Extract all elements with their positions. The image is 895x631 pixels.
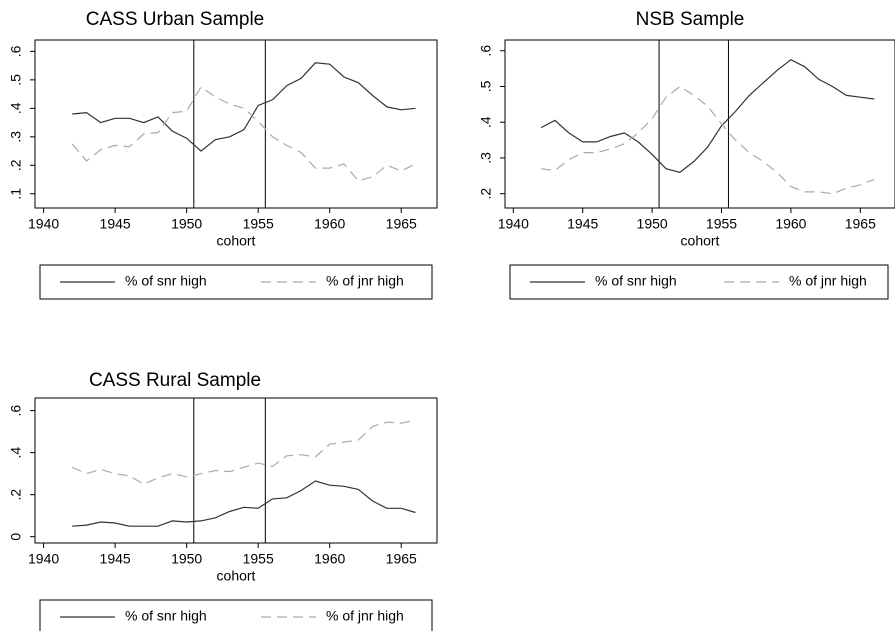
y-tick-label: .6 [478,45,494,57]
legend-label: % of snr high [125,608,207,624]
legend-label: % of jnr high [326,273,404,289]
y-tick-label: .1 [8,188,24,200]
legend-label: % of jnr high [326,608,404,624]
y-tick-label: .2 [8,159,24,171]
y-tick-label: .3 [478,152,494,164]
x-axis-label: cohort [217,233,256,249]
x-tick-label: 1965 [845,216,876,232]
chart-title: CASS Urban Sample [86,9,264,30]
x-axis-label: cohort [681,233,720,249]
x-tick-label: 1955 [243,551,274,567]
y-tick-label: .5 [8,74,24,86]
legend-label: % of snr high [595,273,677,289]
x-tick-label: 1955 [243,216,274,232]
y-tick-label: .5 [478,80,494,92]
legend-frame [39,264,433,300]
x-tick-label: 1960 [314,551,345,567]
x-tick-label: 1950 [171,216,202,232]
x-tick-label: 1950 [637,216,668,232]
series-line [71,86,416,182]
y-tick-label: .4 [478,116,494,128]
x-tick-label: 1940 [28,551,59,567]
x-axis-label: cohort [217,568,256,584]
y-tick-label: .6 [8,405,24,417]
plot-frame [34,39,438,209]
series-line [72,62,416,152]
chart-title: NSB Sample [636,9,745,30]
y-tick-label: .3 [8,131,24,143]
series-line [72,480,416,527]
x-tick-label: 1940 [28,216,59,232]
x-tick-label: 1940 [498,216,529,232]
series-line [540,58,875,173]
x-tick-label: 1950 [171,551,202,567]
legend-label: % of snr high [125,273,207,289]
x-tick-label: 1945 [567,216,598,232]
x-tick-label: 1945 [100,216,131,232]
y-tick-label: .2 [8,489,24,501]
x-tick-label: 1960 [314,216,345,232]
series-line [71,419,416,485]
plot-frame [34,397,438,544]
y-tick-label: 0 [8,533,24,541]
y-tick-label: .6 [8,45,24,57]
legend-frame [39,599,433,631]
chart-title: CASS Rural Sample [89,370,261,391]
series-line [541,85,875,195]
y-tick-label: .4 [8,102,24,114]
y-tick-label: .2 [478,188,494,200]
x-tick-label: 1955 [706,216,737,232]
plot-frame [504,39,895,209]
legend-frame [509,264,889,300]
x-tick-label: 1965 [386,216,417,232]
x-tick-label: 1960 [775,216,806,232]
x-tick-label: 1945 [100,551,131,567]
x-tick-label: 1965 [386,551,417,567]
legend-label: % of jnr high [789,273,867,289]
y-tick-label: .4 [8,447,24,459]
